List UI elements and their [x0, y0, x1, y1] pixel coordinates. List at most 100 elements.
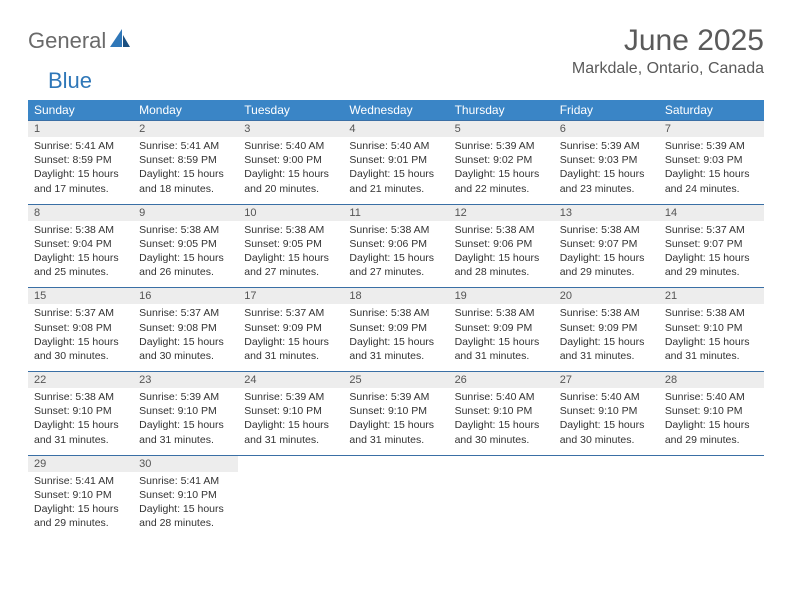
weekday-header: Tuesday [238, 100, 343, 121]
day-data-cell: Sunrise: 5:40 AMSunset: 9:01 PMDaylight:… [343, 137, 448, 204]
daylight-line: Daylight: 15 hours and 31 minutes. [349, 335, 442, 363]
daylight-line: Daylight: 15 hours and 27 minutes. [349, 251, 442, 279]
day-data-cell: Sunrise: 5:38 AMSunset: 9:10 PMDaylight:… [659, 304, 764, 371]
sunset-line: Sunset: 9:09 PM [560, 321, 653, 335]
daylight-line: Daylight: 15 hours and 26 minutes. [139, 251, 232, 279]
day-number-cell: 3 [238, 121, 343, 138]
data-row: Sunrise: 5:38 AMSunset: 9:04 PMDaylight:… [28, 221, 764, 288]
day-number-cell: 28 [659, 372, 764, 389]
daylight-line: Daylight: 15 hours and 24 minutes. [665, 167, 758, 195]
data-row: Sunrise: 5:37 AMSunset: 9:08 PMDaylight:… [28, 304, 764, 371]
day-data-cell: Sunrise: 5:38 AMSunset: 9:09 PMDaylight:… [554, 304, 659, 371]
page-title: June 2025 [572, 24, 764, 58]
day-data-cell: Sunrise: 5:38 AMSunset: 9:04 PMDaylight:… [28, 221, 133, 288]
day-number-cell: 7 [659, 121, 764, 138]
sunrise-line: Sunrise: 5:40 AM [244, 139, 337, 153]
sunset-line: Sunset: 9:05 PM [244, 237, 337, 251]
sunset-line: Sunset: 9:08 PM [139, 321, 232, 335]
daynum-row: 15161718192021 [28, 288, 764, 305]
day-number-cell: 20 [554, 288, 659, 305]
sunrise-line: Sunrise: 5:41 AM [34, 139, 127, 153]
day-number-cell: 16 [133, 288, 238, 305]
day-data-cell [343, 472, 448, 539]
day-number-cell: 22 [28, 372, 133, 389]
sunset-line: Sunset: 9:02 PM [455, 153, 548, 167]
sunrise-line: Sunrise: 5:41 AM [139, 474, 232, 488]
daylight-line: Daylight: 15 hours and 29 minutes. [34, 502, 127, 530]
day-data-cell: Sunrise: 5:38 AMSunset: 9:05 PMDaylight:… [238, 221, 343, 288]
day-data-cell: Sunrise: 5:37 AMSunset: 9:08 PMDaylight:… [133, 304, 238, 371]
sunrise-line: Sunrise: 5:38 AM [455, 223, 548, 237]
daylight-line: Daylight: 15 hours and 25 minutes. [34, 251, 127, 279]
day-number-cell: 26 [449, 372, 554, 389]
day-number-cell: 24 [238, 372, 343, 389]
day-data-cell: Sunrise: 5:39 AMSunset: 9:02 PMDaylight:… [449, 137, 554, 204]
sunrise-line: Sunrise: 5:40 AM [560, 390, 653, 404]
daynum-row: 2930 [28, 455, 764, 472]
sunset-line: Sunset: 9:10 PM [244, 404, 337, 418]
sunrise-line: Sunrise: 5:39 AM [244, 390, 337, 404]
day-number-cell: 8 [28, 204, 133, 221]
daylight-line: Daylight: 15 hours and 31 minutes. [34, 418, 127, 446]
sunrise-line: Sunrise: 5:39 AM [665, 139, 758, 153]
daylight-line: Daylight: 15 hours and 30 minutes. [455, 418, 548, 446]
day-data-cell: Sunrise: 5:38 AMSunset: 9:09 PMDaylight:… [449, 304, 554, 371]
sunset-line: Sunset: 9:06 PM [349, 237, 442, 251]
sunset-line: Sunset: 9:10 PM [34, 404, 127, 418]
daylight-line: Daylight: 15 hours and 29 minutes. [665, 418, 758, 446]
daylight-line: Daylight: 15 hours and 30 minutes. [34, 335, 127, 363]
data-row: Sunrise: 5:38 AMSunset: 9:10 PMDaylight:… [28, 388, 764, 455]
sunrise-line: Sunrise: 5:41 AM [34, 474, 127, 488]
day-number-cell [343, 455, 448, 472]
logo: General [28, 24, 134, 54]
day-number-cell: 23 [133, 372, 238, 389]
day-number-cell: 11 [343, 204, 448, 221]
day-data-cell: Sunrise: 5:41 AMSunset: 9:10 PMDaylight:… [133, 472, 238, 539]
day-data-cell: Sunrise: 5:38 AMSunset: 9:07 PMDaylight:… [554, 221, 659, 288]
day-number-cell [449, 455, 554, 472]
day-number-cell: 21 [659, 288, 764, 305]
day-number-cell: 5 [449, 121, 554, 138]
day-data-cell: Sunrise: 5:37 AMSunset: 9:09 PMDaylight:… [238, 304, 343, 371]
day-data-cell: Sunrise: 5:38 AMSunset: 9:05 PMDaylight:… [133, 221, 238, 288]
logo-word1: General [28, 28, 106, 54]
day-data-cell [449, 472, 554, 539]
sunrise-line: Sunrise: 5:38 AM [455, 306, 548, 320]
daylight-line: Daylight: 15 hours and 27 minutes. [244, 251, 337, 279]
daylight-line: Daylight: 15 hours and 31 minutes. [665, 335, 758, 363]
sunrise-line: Sunrise: 5:37 AM [244, 306, 337, 320]
day-data-cell: Sunrise: 5:39 AMSunset: 9:10 PMDaylight:… [238, 388, 343, 455]
day-data-cell: Sunrise: 5:40 AMSunset: 9:10 PMDaylight:… [449, 388, 554, 455]
day-number-cell: 30 [133, 455, 238, 472]
sunrise-line: Sunrise: 5:38 AM [560, 223, 653, 237]
sunrise-line: Sunrise: 5:38 AM [244, 223, 337, 237]
daylight-line: Daylight: 15 hours and 31 minutes. [139, 418, 232, 446]
daylight-line: Daylight: 15 hours and 31 minutes. [560, 335, 653, 363]
location-subtitle: Markdale, Ontario, Canada [572, 60, 764, 78]
data-row: Sunrise: 5:41 AMSunset: 8:59 PMDaylight:… [28, 137, 764, 204]
day-data-cell [659, 472, 764, 539]
sunset-line: Sunset: 9:10 PM [139, 404, 232, 418]
day-data-cell: Sunrise: 5:37 AMSunset: 9:07 PMDaylight:… [659, 221, 764, 288]
day-number-cell: 6 [554, 121, 659, 138]
day-data-cell: Sunrise: 5:37 AMSunset: 9:08 PMDaylight:… [28, 304, 133, 371]
sunset-line: Sunset: 9:05 PM [139, 237, 232, 251]
day-data-cell: Sunrise: 5:38 AMSunset: 9:06 PMDaylight:… [343, 221, 448, 288]
daynum-row: 1234567 [28, 121, 764, 138]
sunrise-line: Sunrise: 5:37 AM [139, 306, 232, 320]
day-data-cell: Sunrise: 5:40 AMSunset: 9:10 PMDaylight:… [554, 388, 659, 455]
sunset-line: Sunset: 9:09 PM [349, 321, 442, 335]
daylight-line: Daylight: 15 hours and 23 minutes. [560, 167, 653, 195]
weekday-header: Wednesday [343, 100, 448, 121]
daynum-row: 891011121314 [28, 204, 764, 221]
sunset-line: Sunset: 9:04 PM [34, 237, 127, 251]
sunset-line: Sunset: 9:03 PM [665, 153, 758, 167]
day-data-cell: Sunrise: 5:41 AMSunset: 9:10 PMDaylight:… [28, 472, 133, 539]
sunset-line: Sunset: 9:10 PM [139, 488, 232, 502]
day-data-cell: Sunrise: 5:40 AMSunset: 9:00 PMDaylight:… [238, 137, 343, 204]
sunrise-line: Sunrise: 5:38 AM [560, 306, 653, 320]
sunset-line: Sunset: 9:07 PM [560, 237, 653, 251]
sunset-line: Sunset: 9:10 PM [665, 404, 758, 418]
day-data-cell: Sunrise: 5:38 AMSunset: 9:10 PMDaylight:… [28, 388, 133, 455]
sunset-line: Sunset: 9:03 PM [560, 153, 653, 167]
